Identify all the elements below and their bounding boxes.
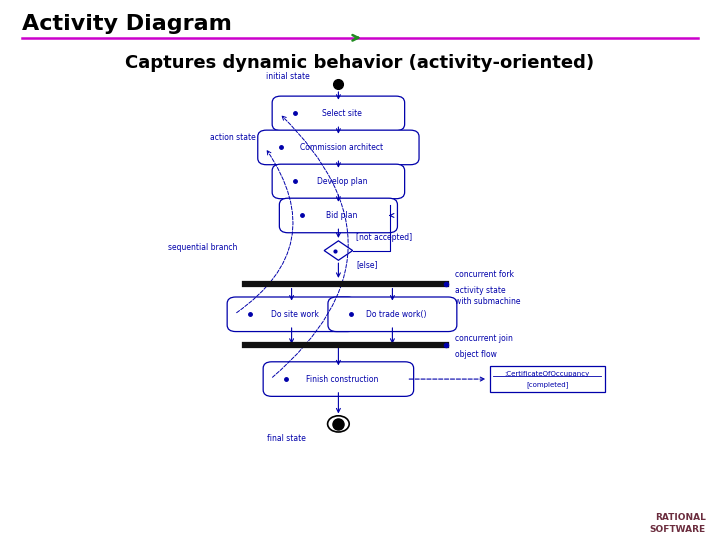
FancyBboxPatch shape [228, 297, 356, 332]
Text: Commission architect: Commission architect [300, 143, 384, 152]
Text: [else]: [else] [356, 260, 378, 269]
Text: concurrent fork: concurrent fork [455, 270, 514, 279]
Text: Do trade work(): Do trade work() [366, 310, 426, 319]
FancyBboxPatch shape [264, 362, 413, 396]
Text: [completed]: [completed] [526, 381, 568, 388]
Text: Bid plan: Bid plan [326, 211, 358, 220]
Text: Develop plan: Develop plan [317, 177, 367, 186]
Text: initial state: initial state [266, 72, 310, 81]
Text: Captures dynamic behavior (activity-oriented): Captures dynamic behavior (activity-orie… [125, 54, 595, 72]
Text: sequential branch: sequential branch [168, 244, 238, 252]
FancyBboxPatch shape [272, 164, 405, 199]
FancyBboxPatch shape [258, 130, 419, 165]
FancyBboxPatch shape [272, 96, 405, 131]
Text: final state: final state [267, 434, 306, 443]
Text: concurrent join: concurrent join [455, 334, 513, 343]
Text: RATIONAL
SOFTWARE: RATIONAL SOFTWARE [649, 514, 706, 534]
Text: activity state
with submachine: activity state with submachine [455, 286, 521, 306]
Text: Select site: Select site [322, 109, 362, 118]
FancyBboxPatch shape [328, 297, 457, 332]
Text: [not accepted]: [not accepted] [356, 233, 413, 241]
Text: action state: action state [210, 133, 256, 142]
Text: object flow: object flow [455, 350, 497, 359]
Text: Finish construction: Finish construction [306, 375, 378, 383]
Text: :CertificateOfOccupancy: :CertificateOfOccupancy [505, 370, 590, 377]
Text: Activity Diagram: Activity Diagram [22, 14, 231, 33]
FancyBboxPatch shape [279, 198, 397, 233]
FancyBboxPatch shape [490, 366, 605, 392]
Text: Do site work: Do site work [271, 310, 319, 319]
